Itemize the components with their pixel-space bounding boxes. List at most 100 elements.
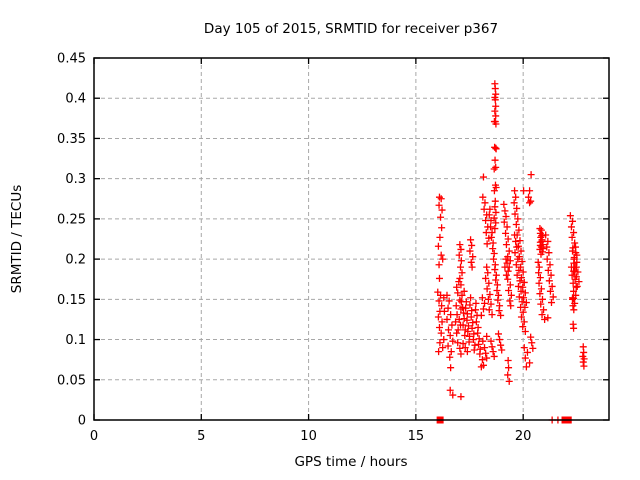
data-point-plus — [538, 311, 546, 319]
data-point-plus — [453, 283, 461, 291]
data-point-plus — [543, 255, 551, 263]
data-point-plus — [435, 297, 443, 305]
data-point-plus — [519, 323, 527, 331]
data-point-plus — [547, 299, 555, 307]
data-point-plus — [512, 261, 520, 269]
data-point-plus — [449, 337, 457, 345]
data-point-plus — [481, 344, 489, 352]
data-point-plus — [435, 348, 443, 356]
data-point-plus — [454, 326, 462, 334]
data-point-plus — [523, 348, 531, 356]
data-point-plus — [438, 302, 446, 310]
data-point-plus — [456, 241, 464, 249]
y-tick-label: 0.1 — [65, 333, 86, 348]
x-tick-label: 20 — [515, 429, 532, 444]
data-point-plus — [511, 249, 519, 257]
data-point-plus — [465, 338, 473, 346]
data-point-plus — [573, 282, 581, 290]
data-point-plus — [476, 350, 484, 358]
data-point-plus — [514, 215, 522, 223]
data-point-plus — [464, 328, 472, 336]
data-point-plus — [447, 348, 455, 356]
data-point-plus — [467, 294, 475, 302]
data-point-plus — [457, 245, 465, 253]
data-point-plus — [506, 297, 514, 305]
data-point-plus — [568, 233, 576, 241]
data-point-plus — [491, 143, 499, 151]
data-point-plus — [519, 268, 527, 276]
data-point-plus — [570, 229, 578, 237]
y-tick-label: 0.15 — [57, 293, 86, 308]
y-tick-label: 0.3 — [65, 172, 86, 187]
data-point-plus — [453, 311, 461, 319]
data-point-plus — [569, 217, 577, 225]
data-point-plus — [479, 193, 487, 201]
data-point-plus — [478, 294, 486, 302]
data-point-plus — [512, 221, 520, 229]
data-point-plus — [467, 236, 475, 244]
data-point-plus — [573, 251, 581, 259]
data-point-plus — [569, 279, 577, 287]
data-point-plus — [490, 187, 498, 195]
data-point-plus — [513, 204, 521, 212]
data-point-plus — [449, 391, 457, 399]
data-point-plus — [483, 285, 491, 293]
data-point-plus — [496, 336, 504, 344]
data-point-plus — [517, 287, 525, 295]
data-point-plus — [497, 341, 505, 349]
data-point-plus — [483, 332, 491, 340]
data-point-plus — [515, 226, 523, 234]
data-point-plus — [512, 193, 520, 201]
data-point-plus — [514, 282, 522, 290]
data-point-plus — [457, 393, 465, 401]
data-point-plus — [542, 231, 550, 239]
tick-labels: 0 5 10 15 20 0 0.05 0.1 0.15 0.2 0.25 0.3 0.35 0.4 0.4… — [57, 52, 531, 445]
data-point-plus — [572, 243, 580, 251]
data-point-plus — [503, 259, 511, 267]
data-point-plus — [492, 145, 500, 153]
data-point-plus — [503, 223, 511, 231]
data-point-plus — [443, 291, 451, 299]
x-tick-label: 0 — [90, 429, 98, 444]
data-point-plus — [457, 257, 465, 265]
data-point-plus — [460, 287, 468, 295]
data-point-plus — [522, 363, 530, 371]
data-point-plus — [454, 289, 462, 297]
data-point-plus — [546, 261, 554, 269]
data-point-plus — [490, 214, 498, 222]
data-point-plus — [491, 156, 499, 164]
data-point-plus — [511, 231, 519, 239]
data-point-plus — [498, 346, 506, 354]
data-point-plus — [490, 352, 498, 360]
data-point-plus — [455, 251, 463, 259]
data-point-plus — [527, 197, 535, 205]
data-point-plus — [453, 329, 461, 337]
data-point-plus — [457, 263, 465, 271]
data-point-plus — [457, 281, 465, 289]
data-point-plus — [491, 107, 499, 115]
data-point-plus — [437, 329, 445, 337]
y-tick-label: 0.45 — [57, 52, 86, 67]
data-point-plus — [539, 245, 547, 253]
plot-border — [93, 57, 610, 421]
data-point-plus — [446, 332, 454, 340]
data-point-plus — [448, 321, 456, 329]
data-point-plus — [504, 235, 512, 243]
data-point-plus — [527, 171, 535, 179]
data-point-plus — [517, 313, 525, 321]
data-point-plus — [511, 187, 519, 195]
data-point-plus — [580, 355, 588, 363]
data-point-plus — [479, 337, 487, 345]
data-point-plus — [491, 225, 499, 233]
data-point-plus — [571, 267, 579, 275]
data-point-plus — [478, 356, 486, 364]
data-point-plus — [571, 239, 579, 247]
data-point-plus — [467, 258, 475, 266]
data-point-plus — [456, 296, 464, 304]
data-point-plus — [522, 299, 530, 307]
data-point-plus — [495, 307, 503, 315]
data-point-plus — [439, 344, 447, 352]
data-point-plus — [520, 318, 528, 326]
